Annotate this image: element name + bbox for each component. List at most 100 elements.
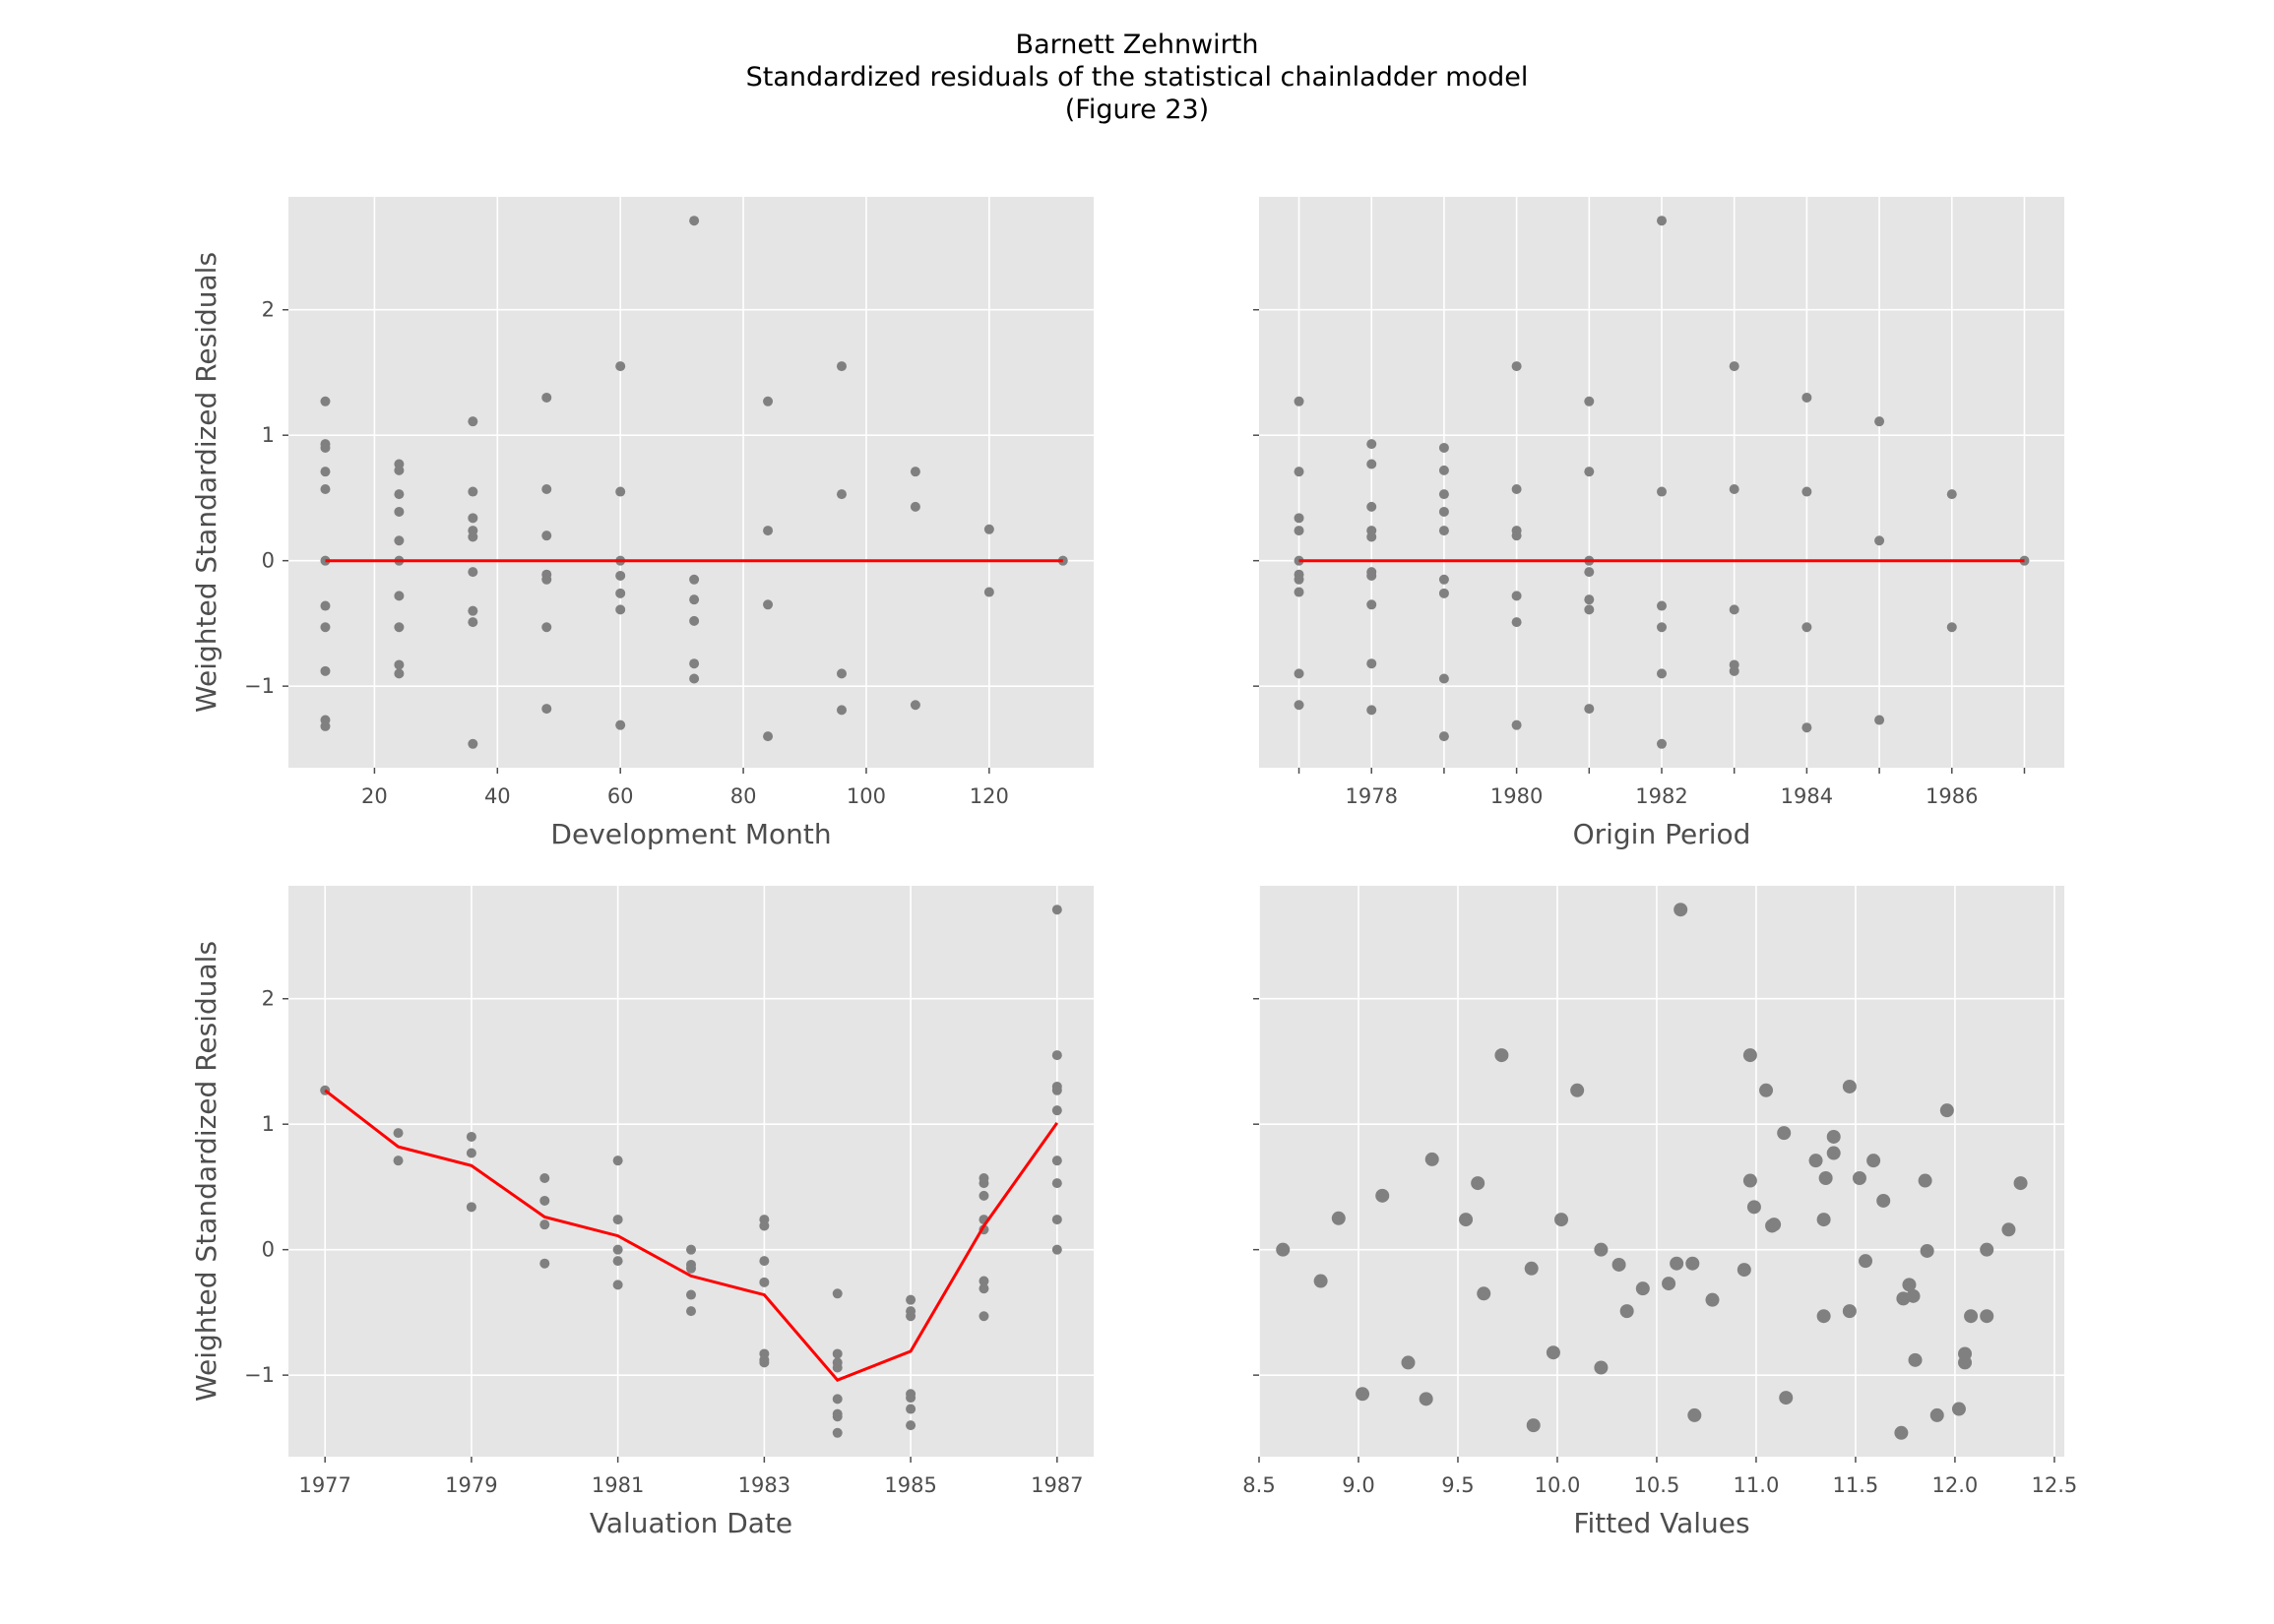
chart-3-residual-point <box>393 1156 404 1166</box>
chart-4-x-axis-label: Fitted Values <box>1573 1507 1749 1539</box>
chart-1-x-tick-label: 40 <box>484 784 511 808</box>
chart-3-residual-point <box>979 1283 989 1294</box>
chart-4-residual-point <box>1674 903 1688 917</box>
chart-2-residual-point <box>1438 673 1449 684</box>
chart-4-residual-point <box>1685 1256 1700 1271</box>
chart-2-x-axis-label: Origin Period <box>1573 818 1751 850</box>
chart-3-y-axis-label: Weighted Standardized Residuals <box>190 941 222 1402</box>
chart-4-residual-point <box>1524 1261 1539 1276</box>
chart-4-plot-area <box>1259 886 2064 1457</box>
chart-3-residual-point <box>1051 1178 1062 1189</box>
chart-3-residual-point <box>979 1311 989 1322</box>
chart-1-residual-point <box>320 396 331 406</box>
chart-1-y-tick-label: 0 <box>262 549 275 573</box>
panel-valuation-date: 1977 1979 1981 1983 1985 1987 −1 0 1 2 Valuation D… <box>190 886 1094 1539</box>
chart-2-residual-point <box>1657 216 1667 226</box>
chart-3-x-tick-label: 1985 <box>884 1473 936 1497</box>
chart-3-y-tick-label: 0 <box>262 1238 275 1262</box>
chart-4-residual-point <box>1852 1171 1866 1186</box>
chart-3-residual-point <box>1051 1215 1062 1225</box>
chart-4-residual-point <box>1826 1129 1841 1144</box>
chart-2-residual-point <box>1438 489 1449 500</box>
chart-2-residual-point <box>1438 574 1449 585</box>
chart-2-residual-point <box>1438 506 1449 517</box>
chart-3-residual-point <box>759 1256 770 1267</box>
chart-1-x-tick-label: 80 <box>730 784 757 808</box>
chart-1-residual-point <box>910 501 920 512</box>
chart-4-residual-point <box>1808 1154 1823 1168</box>
chart-4-residual-point <box>1276 1242 1291 1257</box>
chart-2-residual-point <box>1294 526 1304 536</box>
chart-1-residual-point <box>468 513 478 524</box>
chart-1-residual-point <box>541 484 552 495</box>
chart-2-residual-point <box>1438 526 1449 536</box>
chart-3-residual-point <box>686 1306 696 1317</box>
chart-4-residual-point <box>1777 1126 1792 1141</box>
chart-1-residual-point <box>541 704 552 715</box>
chart-4-x-tick-label: 9.0 <box>1342 1473 1374 1497</box>
chart-4-residual-point <box>1526 1418 1541 1433</box>
chart-2-residual-point <box>1657 738 1667 749</box>
chart-3-x-tick-label: 1977 <box>298 1473 350 1497</box>
chart-1-residual-point <box>394 465 405 475</box>
chart-1-residual-point <box>468 531 478 542</box>
chart-4-x-tick-label: 12.0 <box>1932 1473 1979 1497</box>
chart-1-residual-point <box>689 574 700 585</box>
chart-3-residual-point <box>979 1178 989 1189</box>
chart-3-residual-point <box>466 1148 476 1158</box>
chart-2-residual-point <box>1294 700 1304 711</box>
chart-3-residual-point <box>612 1215 623 1225</box>
chart-2-residual-point <box>1729 484 1739 495</box>
chart-4-residual-point <box>1939 1103 1954 1118</box>
chart-2-residual-point <box>1584 704 1595 715</box>
chart-4-residual-point <box>1313 1274 1328 1288</box>
chart-3-residual-point <box>686 1244 696 1255</box>
chart-4-residual-point <box>1920 1243 1934 1258</box>
chart-4-residual-point <box>2001 1222 2016 1237</box>
chart-3-residual-point <box>832 1394 843 1405</box>
chart-1-residual-point <box>320 665 331 676</box>
chart-2-residual-point <box>1366 459 1377 469</box>
chart-1-residual-point <box>910 700 920 711</box>
chart-4-residual-point <box>1818 1171 1833 1186</box>
chart-3-residual-point <box>1051 1105 1062 1116</box>
chart-2-residual-point <box>1874 715 1885 725</box>
chart-3-x-tick-label: 1981 <box>592 1473 644 1497</box>
chart-2-residual-point <box>1511 719 1522 730</box>
chart-1-residual-point <box>468 416 478 427</box>
chart-4-residual-point <box>1894 1425 1909 1440</box>
chart-4-residual-point <box>1331 1211 1346 1225</box>
chart-1-x-tick-label: 120 <box>970 784 1009 808</box>
chart-3-residual-point <box>686 1263 696 1274</box>
chart-4-x-tick-label: 9.5 <box>1441 1473 1474 1497</box>
chart-4-residual-point <box>1876 1193 1891 1208</box>
chart-2-residual-point <box>1438 731 1449 742</box>
chart-2-residual-point <box>1366 531 1377 542</box>
chart-4-residual-point <box>1424 1152 1439 1166</box>
chart-3-residual-point <box>1051 1156 1062 1166</box>
chart-2-residual-point <box>1366 439 1377 450</box>
chart-2-residual-point <box>1584 396 1595 406</box>
chart-2-residual-point <box>1438 588 1449 598</box>
chart-2-residual-point <box>1294 587 1304 597</box>
chart-1-residual-point <box>541 392 552 403</box>
chart-3-residual-point <box>1051 905 1062 915</box>
chart-2-x-tick-label: 1986 <box>1926 784 1978 808</box>
chart-2-residual-point <box>1438 442 1449 453</box>
chart-1-residual-point <box>763 731 774 742</box>
chart-1-residual-point <box>394 659 405 670</box>
chart-3-trend-line <box>324 1089 1059 1382</box>
chart-2-residual-point <box>1438 465 1449 475</box>
chart-2-residual-point <box>1294 668 1304 679</box>
chart-2-residual-point <box>1294 513 1304 524</box>
chart-1-x-tick-label: 20 <box>361 784 388 808</box>
chart-2-residual-point <box>1511 484 1522 495</box>
chart-3-residual-point <box>1051 1050 1062 1061</box>
chart-2-residual-point <box>1729 665 1739 676</box>
chart-2-residual-point <box>1657 486 1667 497</box>
chart-3-residual-point <box>906 1420 916 1431</box>
chart-3-residual-point <box>612 1256 623 1267</box>
chart-3-residual-point <box>612 1280 623 1290</box>
chart-1-residual-point <box>541 574 552 585</box>
chart-3-residual-point <box>686 1289 696 1300</box>
